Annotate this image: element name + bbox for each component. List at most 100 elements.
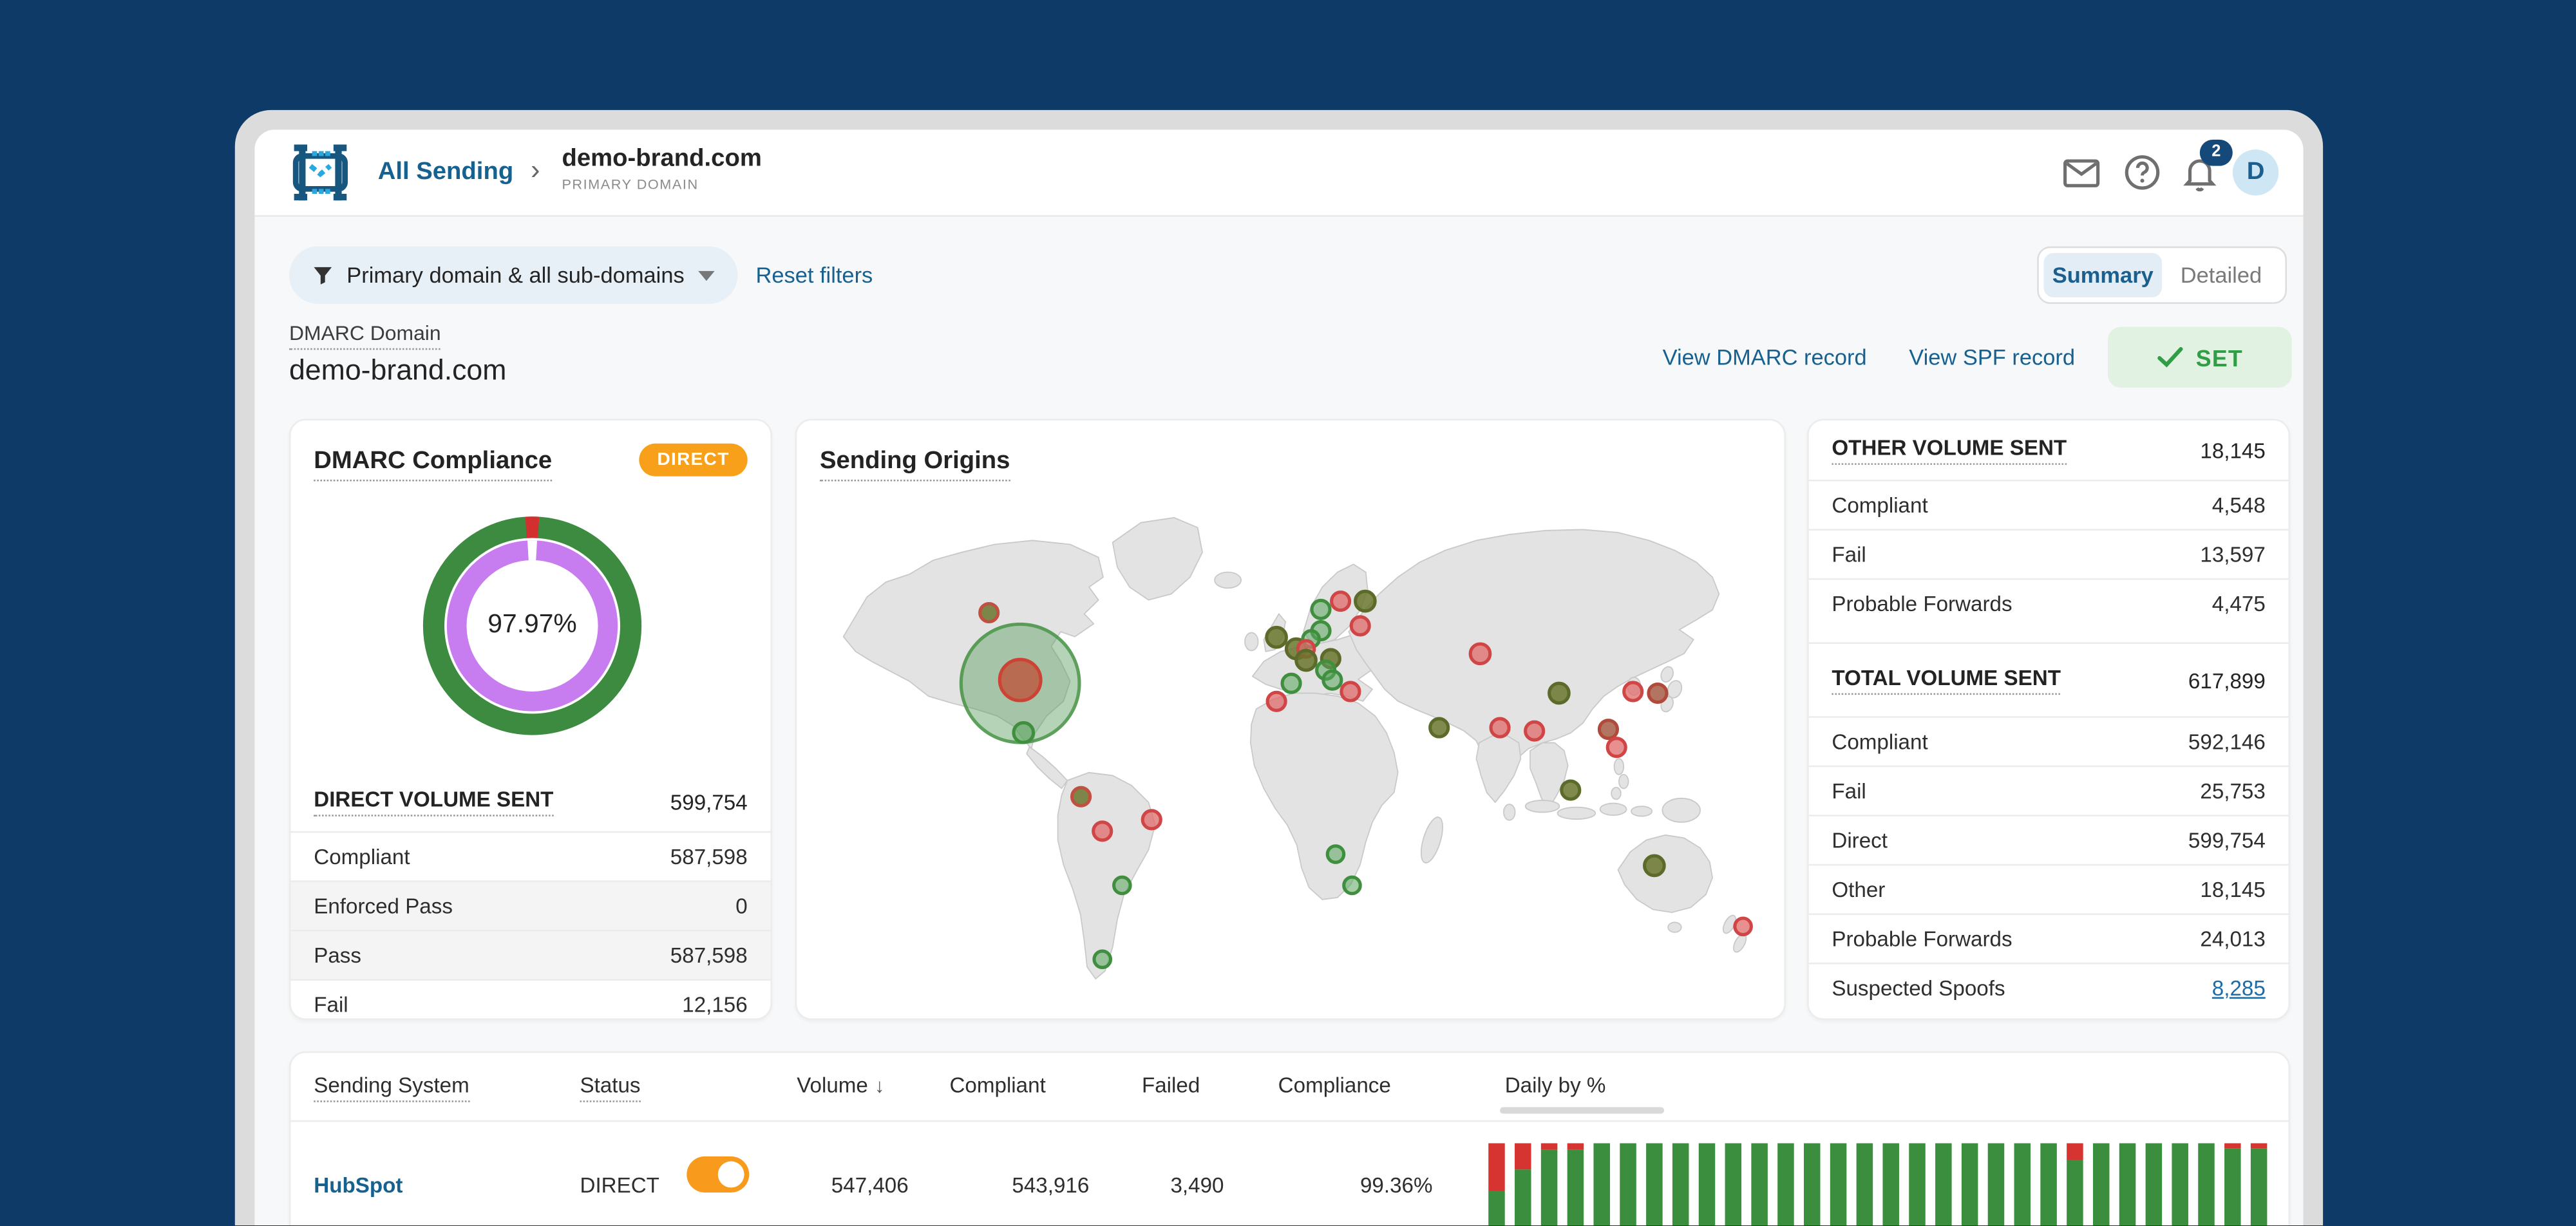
origin-dot-red[interactable] (1265, 691, 1287, 713)
origin-dot-red[interactable] (1329, 590, 1351, 612)
origin-dot-red[interactable] (1622, 681, 1644, 703)
origin-dot-red[interactable] (1605, 737, 1627, 759)
origin-dot-green[interactable] (1341, 875, 1362, 896)
row-label: Fail (314, 992, 348, 1017)
dmarc-set-button[interactable]: SET (2107, 326, 2292, 388)
daily-bar[interactable] (1646, 1143, 1663, 1226)
origin-dot-green[interactable] (1309, 599, 1331, 621)
origin-dot-olive[interactable] (1264, 626, 1288, 650)
breadcrumb-all-sending[interactable]: All Sending (377, 157, 514, 186)
col-compliant[interactable]: Compliant (949, 1072, 1046, 1098)
mail-icon[interactable] (2062, 153, 2101, 192)
daily-bar[interactable] (2119, 1143, 2136, 1226)
daily-bar[interactable] (1830, 1143, 1847, 1226)
tab-summary[interactable]: Summary (2043, 252, 2163, 297)
origin-dot-green[interactable] (1321, 670, 1344, 692)
daily-bar[interactable] (2145, 1143, 2163, 1226)
reset-filters-link[interactable]: Reset filters (755, 263, 873, 288)
breadcrumb-chevron-icon: › (530, 154, 540, 186)
daily-bar[interactable] (2224, 1143, 2241, 1226)
col-status[interactable]: Status (580, 1072, 641, 1102)
col-compliance[interactable]: Compliance (1278, 1072, 1391, 1098)
daily-bar[interactable] (1987, 1143, 2005, 1226)
volume-header-value: 617,899 (2188, 667, 2266, 693)
origin-dot-us-red[interactable] (998, 657, 1043, 703)
origin-dot-olive[interactable] (1560, 780, 1582, 802)
daily-bar[interactable] (1803, 1143, 1821, 1226)
daily-bar[interactable] (1593, 1143, 1610, 1226)
origin-dot-red[interactable] (1091, 820, 1113, 842)
daily-bar[interactable] (1540, 1143, 1558, 1226)
origin-dot-olive[interactable] (1428, 716, 1450, 738)
view-mode-toggle: Summary Detailed (2037, 246, 2287, 304)
origin-dot-green[interactable] (1280, 673, 1302, 695)
daily-chart-scrollbar[interactable] (1500, 1107, 1665, 1114)
origin-dot-red[interactable] (1524, 721, 1546, 742)
row-label: Probable Forwards (1832, 926, 2012, 952)
view-dmarc-record-link[interactable]: View DMARC record (1662, 344, 1867, 370)
daily-bar[interactable] (1935, 1143, 1952, 1226)
daily-bar[interactable] (2067, 1143, 2083, 1226)
help-icon[interactable] (2123, 153, 2162, 192)
origin-dot-brown[interactable] (1647, 683, 1669, 705)
daily-bar[interactable] (2040, 1143, 2057, 1226)
tab-detailed[interactable]: Detailed (2180, 263, 2262, 288)
daily-bar[interactable] (1698, 1143, 1716, 1226)
domain-filter-dropdown[interactable]: Primary domain & all sub-domains (289, 246, 737, 304)
origin-dot-olive-red[interactable] (978, 602, 1000, 624)
set-button-label: SET (2195, 344, 2244, 371)
dmarc-domain-value: demo-brand.com (289, 353, 507, 386)
origin-dot-olive-red[interactable] (1070, 785, 1092, 807)
row-value: 13,597 (2200, 542, 2266, 567)
sort-desc-icon[interactable]: ↓ (875, 1074, 885, 1098)
user-avatar[interactable]: D (2232, 149, 2279, 196)
daily-bar[interactable] (2198, 1143, 2215, 1226)
origin-dot-red[interactable] (1489, 716, 1511, 738)
direct-badge: DIRECT (639, 443, 748, 476)
origin-dot-olive[interactable] (1642, 853, 1665, 877)
daily-bar[interactable] (2172, 1143, 2188, 1226)
origin-dot-olive[interactable] (1353, 590, 1377, 614)
daily-bar[interactable] (1725, 1143, 1742, 1226)
view-spf-record-link[interactable]: View SPF record (1909, 344, 2076, 370)
col-sending-system[interactable]: Sending System (314, 1072, 469, 1102)
daily-bar[interactable] (1672, 1143, 1689, 1226)
daily-bar[interactable] (1961, 1143, 1978, 1226)
daily-bar[interactable] (1567, 1143, 1584, 1226)
origin-dot-red[interactable] (1468, 643, 1492, 666)
daily-bar[interactable] (2250, 1143, 2268, 1226)
notification-count-badge: 2 (2199, 139, 2233, 166)
daily-bar[interactable] (1882, 1143, 1899, 1226)
origin-dot-green[interactable] (1012, 721, 1036, 745)
daily-bar[interactable] (1488, 1143, 1505, 1226)
daily-bar[interactable] (1909, 1143, 1926, 1226)
origin-dot-red[interactable] (1349, 616, 1371, 637)
suspected-spoofs-link[interactable]: 8,285 (2211, 976, 2266, 1001)
dmarc-domain-label: DMARC Domain (289, 322, 441, 350)
origin-dot-red[interactable] (1340, 681, 1361, 703)
origin-dot-green[interactable] (1325, 844, 1346, 864)
daily-bar[interactable] (1751, 1143, 1768, 1226)
daily-bar[interactable] (1856, 1143, 1873, 1226)
origin-dot-green[interactable] (1112, 875, 1132, 896)
col-volume[interactable]: Volume (797, 1072, 868, 1098)
origin-dot-green[interactable] (1092, 948, 1112, 969)
sending-system-link[interactable]: HubSpot (314, 1173, 403, 1198)
daily-bar[interactable] (1620, 1143, 1636, 1226)
breadcrumb-domain-title: demo-brand.com (562, 144, 762, 173)
daily-bar[interactable] (1777, 1143, 1794, 1226)
daily-bar[interactable] (2014, 1143, 2031, 1226)
origin-dot-red[interactable] (1732, 916, 1753, 936)
daily-bar[interactable] (2092, 1143, 2110, 1226)
origin-dot-brown[interactable] (1598, 719, 1620, 741)
origin-dot-red[interactable] (1141, 808, 1162, 830)
origin-dot-olive[interactable] (1320, 648, 1342, 670)
origin-dot-olive[interactable] (1548, 682, 1571, 706)
daily-bar[interactable] (1515, 1143, 1531, 1226)
status-toggle[interactable] (687, 1156, 750, 1193)
volume-row: Suspected Spoofs 8,285 (1808, 962, 2289, 1012)
compliance-donut-chart: 97.97% (409, 503, 656, 750)
row-value: 599,754 (2188, 827, 2266, 853)
col-failed[interactable]: Failed (1141, 1072, 1200, 1098)
origin-dot-olive[interactable] (1294, 649, 1318, 673)
